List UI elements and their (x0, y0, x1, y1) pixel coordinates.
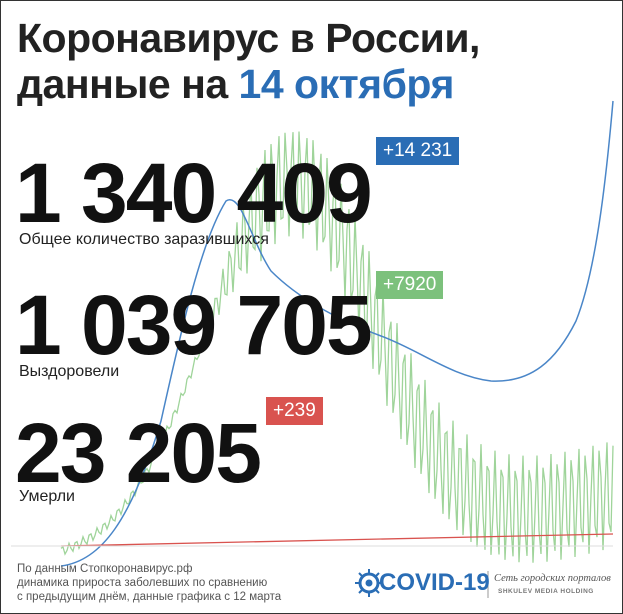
deaths-trend (60, 533, 614, 547)
stat-change: +239 (266, 397, 323, 425)
logo-holding: SHKULEV MEDIA HOLDING (498, 588, 594, 595)
stat-label: Умерли (19, 488, 75, 505)
logo-name: COVID-19 (379, 569, 490, 596)
footer-line: с предыдущим днём, данные графика с 12 м… (17, 591, 282, 603)
title-line: данные на 14 октября (17, 61, 454, 108)
stat-value: 1 039 705 (15, 278, 373, 372)
title-line: Коронавирус в России, (17, 15, 480, 61)
footer-line: динамика прироста заболевших по сравнени… (17, 577, 268, 589)
recovered-trend (60, 131, 614, 563)
logo-network: Сеть городских порталов (494, 573, 611, 584)
title-date: 14 октября (238, 61, 455, 107)
stat-change: +14 231 (376, 137, 460, 165)
stat-label: Выздоровели (19, 363, 120, 380)
footer-line: По данным Стопкоронавирус.рф (17, 563, 193, 575)
stat-value: 1 340 409 (15, 146, 373, 240)
cases-trend (60, 100, 614, 567)
stat-change: +7920 (376, 271, 444, 299)
stat-label: Общее количество заразившихся (19, 231, 269, 248)
stat-value: 23 205 (15, 406, 262, 500)
title-prefix: данные на (17, 61, 228, 107)
